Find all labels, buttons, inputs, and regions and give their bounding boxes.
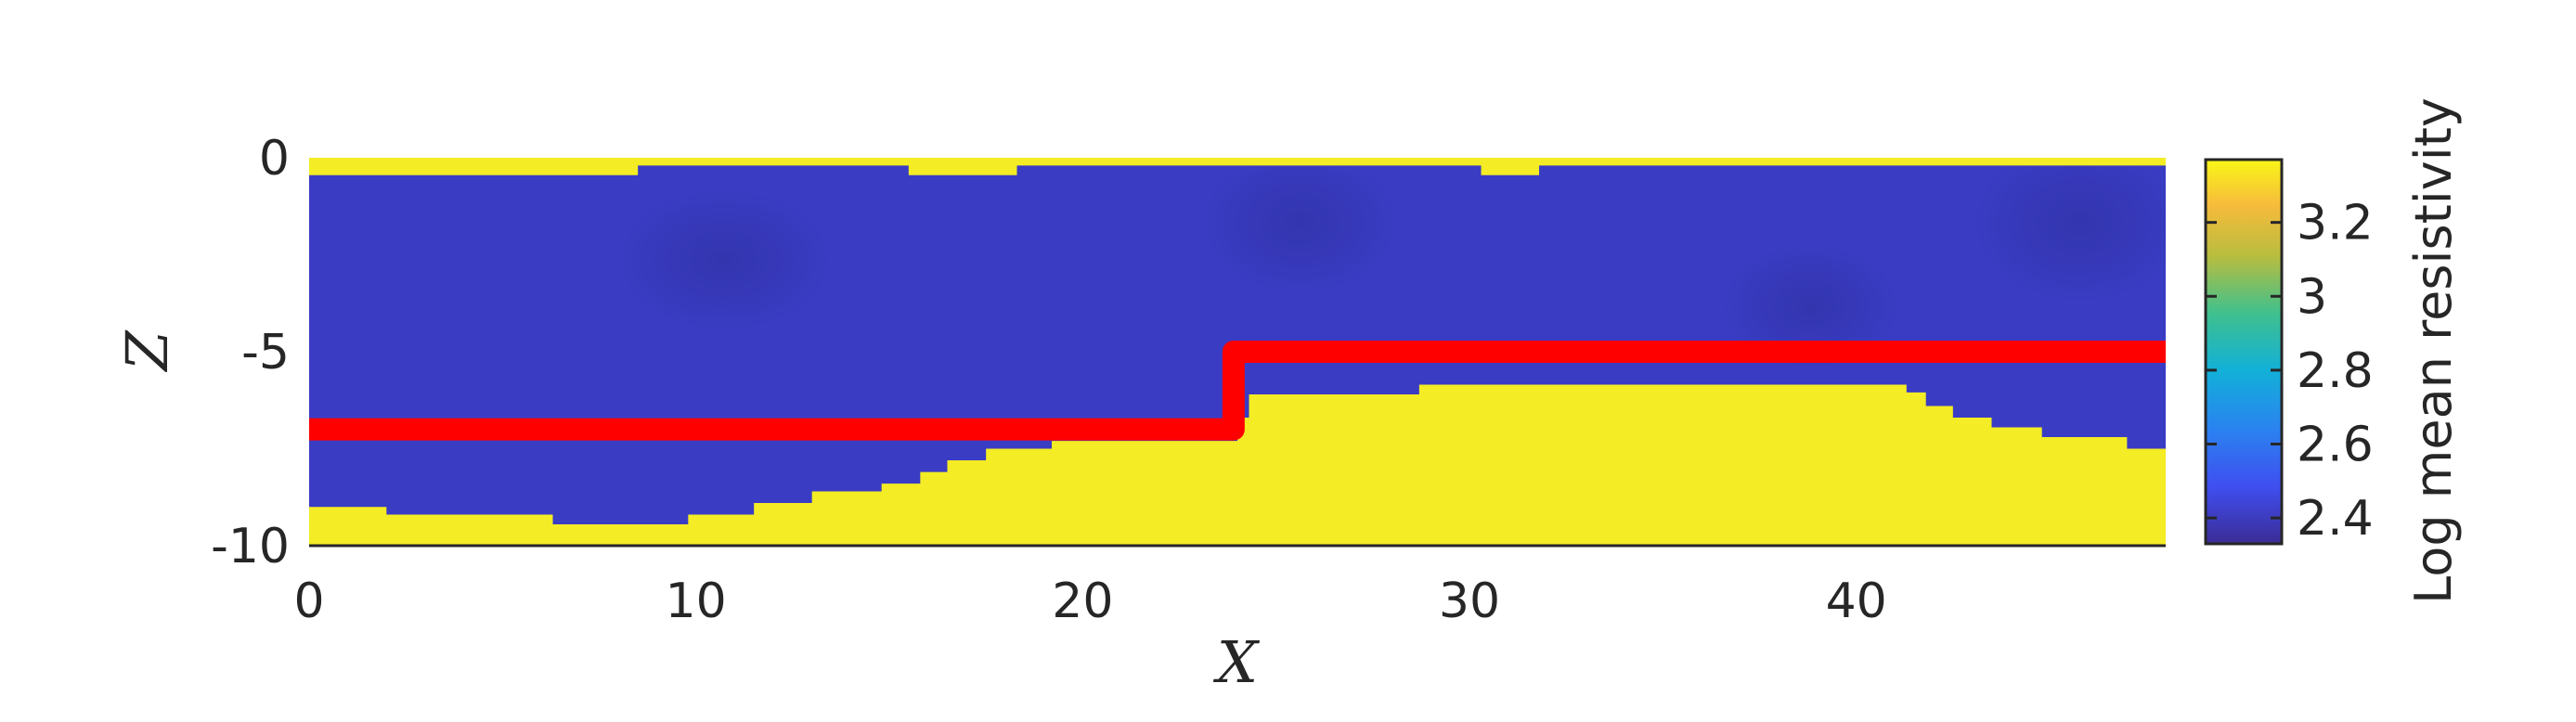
bottom-layer <box>309 384 2166 546</box>
colorbar-gradient <box>2204 158 2284 546</box>
colorbar-tick-label: 3 <box>2297 269 2327 325</box>
x-tick-label: 30 <box>1439 574 1500 629</box>
x-tick-label: 0 <box>293 574 324 629</box>
y-tick-label: -5 <box>241 325 290 380</box>
x-tick-label: 40 <box>1826 574 1887 629</box>
y-axis-label: Z <box>113 330 181 373</box>
colorbar-tick-label: 2.8 <box>2297 343 2374 399</box>
x-tick-label: 20 <box>1052 574 1113 629</box>
plot-area <box>309 158 2166 548</box>
x-axis-label: X <box>1213 628 1261 696</box>
colorbar-label: Log mean resistivity <box>2404 97 2463 604</box>
colorbar-ticks: 3.2 3 2.8 2.6 2.4 <box>2206 196 2374 547</box>
x-tick-label: 10 <box>666 574 727 629</box>
colorbar-tick-label: 3.2 <box>2297 196 2374 251</box>
y-tick-label: 0 <box>259 131 290 187</box>
true-boundary-line <box>309 341 2166 441</box>
colorbar: 3.2 3 2.8 2.6 2.4 Log mean resistivity <box>2204 97 2463 604</box>
texture <box>613 158 2166 371</box>
colorbar-tick-label: 2.6 <box>2297 418 2374 473</box>
colorbar-tick-label: 2.4 <box>2297 491 2374 547</box>
top-layer <box>309 158 2166 175</box>
y-tick-labels: 0 -5 -10 <box>211 131 290 574</box>
y-tick-label: -10 <box>211 519 290 574</box>
x-tick-labels: 0 10 20 30 40 <box>293 574 1886 629</box>
